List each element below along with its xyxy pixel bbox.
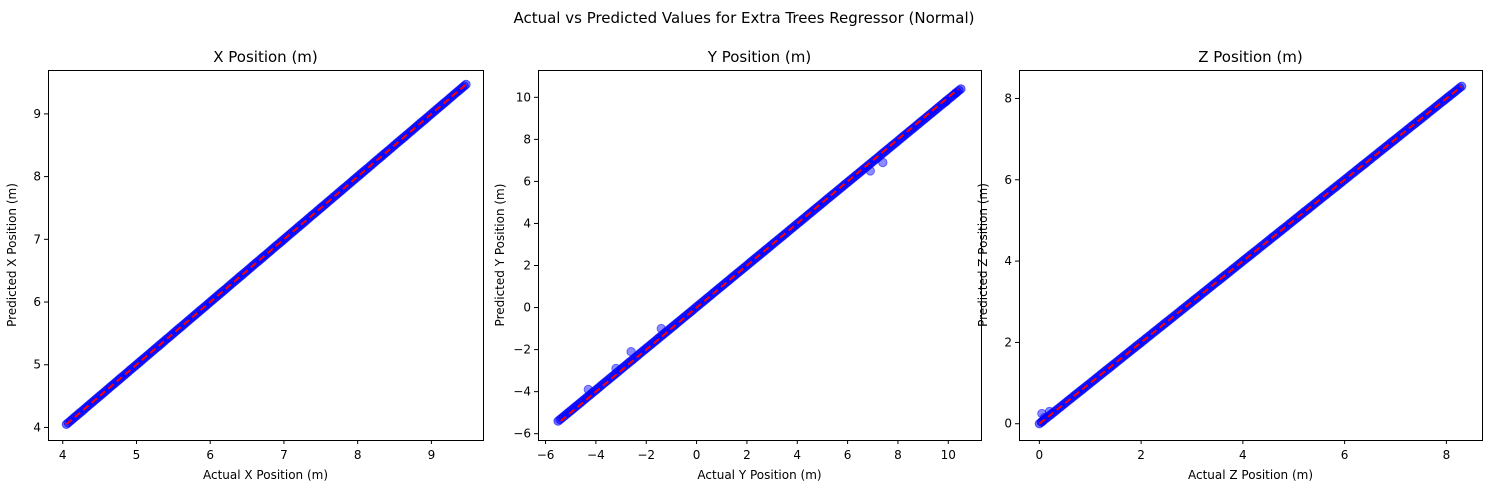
x-tick-label: 8 [354, 448, 362, 462]
panels: 4 5 6 7 8 9 4 5 6 7 8 9 X Position (m) Actual X Posit… [5, 48, 1483, 482]
data-point-outlier [865, 166, 875, 176]
x-tick-label: 8 [1443, 448, 1451, 462]
y-tick-label: 6 [523, 174, 531, 188]
y-tick-label: 6 [33, 295, 41, 309]
x-tick-label: −6 [537, 448, 555, 462]
x-tick-label: 6 [1341, 448, 1349, 462]
y-tick-label: 4 [523, 216, 531, 230]
y-tick-label: 10 [516, 90, 531, 104]
y-tick-label: 6 [1004, 173, 1012, 187]
y-tick-label: −4 [513, 385, 531, 399]
y-tick-label: 7 [33, 232, 41, 246]
y-tick-label: 2 [1004, 335, 1012, 349]
panel-y: −6 −4 −2 0 2 4 6 8 10 −6 −4 −2 0 2 4 6 8 10 Y Position (m)… [493, 48, 982, 482]
axes-frame [1019, 70, 1483, 441]
x-tick-label: 4 [793, 448, 801, 462]
data-point-outlier [878, 157, 888, 168]
x-axis-label: Actual Y Position (m) [697, 468, 821, 482]
panel-title: Y Position (m) [707, 48, 811, 66]
y-tick-label: 0 [523, 301, 531, 315]
panel-title: Z Position (m) [1198, 48, 1303, 66]
x-tick-label: 0 [1036, 448, 1044, 462]
x-tick-label: 8 [894, 448, 902, 462]
x-tick-label: 9 [428, 448, 436, 462]
y-tick-label: 4 [33, 420, 41, 434]
x-tick-label: 6 [206, 448, 214, 462]
figure-title: Actual vs Predicted Values for Extra Tre… [513, 9, 974, 27]
x-tick-label: 2 [1137, 448, 1145, 462]
data-point-outlier [951, 88, 961, 98]
x-tick-label: 5 [133, 448, 141, 462]
y-tick-label: 0 [1004, 417, 1012, 431]
panel-z: 0 2 4 6 8 0 2 4 6 8 Z Position (m) Actual Z Positio… [976, 48, 1483, 482]
x-tick-label: −2 [637, 448, 655, 462]
x-tick-label: 4 [1239, 448, 1247, 462]
y-tick-label: −2 [513, 343, 531, 357]
y-tick-label: 8 [33, 170, 41, 184]
y-tick-label: 2 [523, 259, 531, 273]
x-tick-label: 7 [280, 448, 288, 462]
data-point-outlier [941, 96, 951, 107]
y-tick-label: 4 [1004, 254, 1012, 268]
x-tick-label: 2 [743, 448, 751, 462]
x-axis-label: Actual X Position (m) [203, 468, 328, 482]
x-tick-label: −4 [587, 448, 605, 462]
x-tick-label: 4 [59, 448, 67, 462]
data-point-outlier [611, 363, 621, 374]
y-tick-label: 5 [33, 358, 41, 372]
axes-frame [48, 70, 484, 441]
y-tick-label: 8 [1004, 91, 1012, 105]
y-tick-label: 9 [33, 107, 41, 121]
axes-frame [538, 70, 982, 441]
reference-line [1038, 85, 1463, 425]
panel-title: X Position (m) [213, 48, 318, 66]
data-point-outlier [583, 384, 593, 395]
y-axis-label: Predicted Y Position (m) [493, 184, 507, 327]
reference-line [560, 88, 959, 422]
data-points [61, 79, 471, 429]
data-point-outlier [626, 347, 636, 357]
x-tick-label: 10 [941, 448, 956, 462]
y-axis-label: Predicted X Position (m) [5, 183, 19, 327]
panel-x: 4 5 6 7 8 9 4 5 6 7 8 9 X Position (m) Actual X Posit… [5, 48, 484, 482]
x-axis-label: Actual Z Position (m) [1188, 468, 1313, 482]
y-tick-label: −6 [513, 427, 531, 441]
x-tick-label: 0 [693, 448, 701, 462]
data-point-outlier [656, 323, 666, 334]
y-axis-label: Predicted Z Position (m) [976, 183, 990, 327]
x-tick-label: 6 [844, 448, 852, 462]
y-tick-label: 8 [523, 132, 531, 146]
